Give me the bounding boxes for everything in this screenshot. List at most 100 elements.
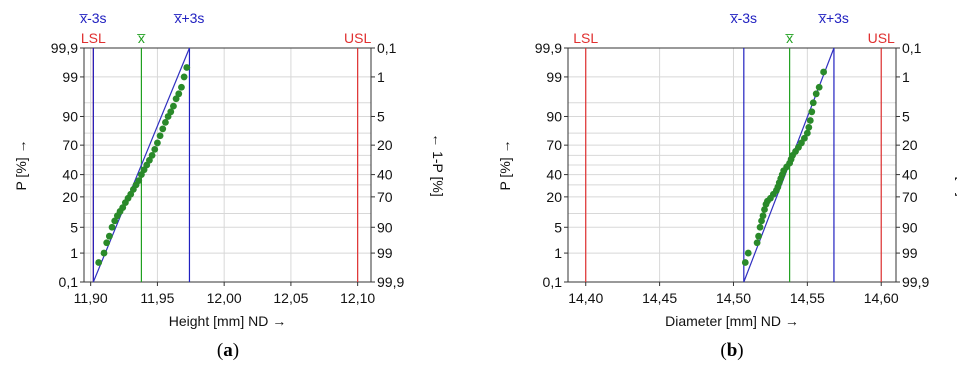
x-tick-label: 14,50 bbox=[716, 290, 751, 306]
y-tick-label-right: 20 bbox=[377, 137, 393, 153]
data-point bbox=[151, 145, 159, 153]
data-point bbox=[100, 249, 108, 257]
limit-label: x̅+3s bbox=[173, 10, 205, 26]
data-point bbox=[135, 177, 143, 185]
data-point bbox=[741, 259, 749, 266]
limit-label: USL bbox=[344, 30, 371, 46]
x-tick-label: 14,55 bbox=[790, 290, 825, 306]
x-tick-label: 12,05 bbox=[273, 290, 308, 306]
y-tick-label-right: 5 bbox=[377, 108, 385, 124]
data-point bbox=[744, 249, 752, 257]
data-point bbox=[758, 217, 765, 225]
x-axis-label: Diameter [mm] ND → bbox=[665, 313, 799, 329]
data-point bbox=[755, 232, 762, 240]
x-tick-label: 14,40 bbox=[568, 290, 603, 306]
x-tick-label: 14,45 bbox=[642, 290, 677, 306]
data-point bbox=[759, 212, 767, 220]
panel-caption: (b) bbox=[720, 340, 743, 361]
data-point bbox=[753, 239, 761, 247]
y-tick-label-right: 20 bbox=[902, 137, 918, 153]
data-point bbox=[805, 123, 813, 131]
data-point bbox=[105, 232, 113, 240]
y-tick-label-left: 5 bbox=[70, 219, 78, 235]
data-point bbox=[808, 108, 816, 116]
y-tick-label-left: 20 bbox=[62, 189, 78, 205]
y-axis-label-left: P [%] → bbox=[497, 139, 513, 190]
y-tick-label-right: 99 bbox=[902, 245, 918, 261]
y-tick-label-left: 70 bbox=[546, 137, 562, 153]
y-tick-label-right: 99,9 bbox=[902, 274, 929, 290]
y-tick-label-right: 70 bbox=[902, 189, 918, 205]
y-tick-label-left: 20 bbox=[546, 189, 562, 205]
y-tick-label-left: 1 bbox=[554, 245, 562, 261]
y-tick-label-right: 90 bbox=[377, 219, 393, 235]
data-point bbox=[180, 73, 188, 81]
y-tick-label-left: 70 bbox=[62, 137, 78, 153]
y-tick-label-left: 90 bbox=[546, 108, 562, 124]
data-point bbox=[761, 206, 768, 213]
data-point bbox=[167, 108, 175, 116]
limit-label: USL bbox=[868, 30, 895, 46]
y-tick-label-left: 40 bbox=[62, 167, 78, 183]
data-point bbox=[119, 204, 127, 212]
x-tick-label: 14,60 bbox=[864, 290, 899, 306]
y-tick-label-right: 0,1 bbox=[902, 40, 922, 56]
y-tick-label-right: 99,9 bbox=[377, 274, 404, 290]
y-tick-label-left: 1 bbox=[70, 245, 78, 261]
y-axis-label-right: ← 1-P [%] bbox=[430, 133, 446, 197]
limit-label: LSL bbox=[573, 30, 598, 46]
data-point bbox=[148, 152, 156, 159]
y-tick-label-right: 40 bbox=[902, 167, 918, 183]
y-tick-label-right: 70 bbox=[377, 189, 393, 205]
panel-caption: (a) bbox=[217, 340, 239, 361]
limit-label: x̅-3s bbox=[79, 10, 107, 26]
y-tick-label-right: 0,1 bbox=[377, 40, 397, 56]
x-tick-label: 11,90 bbox=[74, 290, 108, 306]
data-point bbox=[159, 125, 167, 133]
y-tick-label-right: 40 bbox=[377, 167, 393, 183]
data-point bbox=[820, 68, 828, 76]
y-tick-label-left: 0,1 bbox=[59, 274, 79, 290]
limit-label: x̅ bbox=[136, 30, 146, 46]
data-point bbox=[170, 102, 177, 110]
data-point bbox=[803, 129, 811, 137]
plot-frame bbox=[83, 47, 372, 283]
data-point bbox=[108, 223, 116, 231]
limit-label: x̅-3s bbox=[729, 10, 757, 26]
data-point bbox=[103, 239, 111, 247]
y-axis-label-right: ← 1-P [%] bbox=[955, 133, 957, 197]
y-tick-label-right: 5 bbox=[902, 108, 910, 124]
y-tick-label-left: 40 bbox=[546, 167, 562, 183]
x-tick-label: 12,00 bbox=[207, 290, 242, 306]
y-tick-label-right: 1 bbox=[377, 69, 385, 85]
y-tick-label-left: 99,9 bbox=[51, 40, 78, 56]
y-tick-label-left: 90 bbox=[62, 108, 78, 124]
y-tick-label-left: 99 bbox=[546, 69, 562, 85]
limit-label: LSL bbox=[81, 30, 106, 46]
data-point bbox=[183, 64, 191, 71]
y-tick-label-left: 99 bbox=[62, 69, 78, 85]
y-tick-label-right: 1 bbox=[902, 69, 910, 85]
y-tick-label-left: 0,1 bbox=[543, 274, 563, 290]
data-point bbox=[800, 134, 808, 142]
data-point bbox=[162, 118, 169, 126]
data-point bbox=[156, 132, 164, 140]
y-tick-label-right: 99 bbox=[377, 245, 393, 261]
data-point bbox=[154, 139, 161, 147]
x-tick-label: 11,95 bbox=[140, 290, 174, 306]
data-point bbox=[111, 217, 119, 225]
data-point bbox=[756, 223, 764, 231]
limit-label: x̅+3s bbox=[817, 10, 849, 26]
data-point bbox=[806, 117, 814, 124]
data-point bbox=[178, 83, 185, 91]
chart-panel-a: 99,9 0,1 99 1 90 5 70 20 40 40 20 70 5 90 1 99 0,1 99,9 11… bbox=[13, 10, 446, 361]
y-tick-label-left: 99,9 bbox=[535, 40, 562, 56]
plot-frame bbox=[567, 47, 897, 283]
x-axis-label: Height [mm] ND → bbox=[169, 313, 286, 329]
y-axis-label-left: P [%] → bbox=[13, 139, 29, 190]
data-point bbox=[809, 99, 817, 107]
x-tick-label: 12,10 bbox=[340, 290, 375, 306]
limit-label: x̅ bbox=[785, 30, 795, 46]
